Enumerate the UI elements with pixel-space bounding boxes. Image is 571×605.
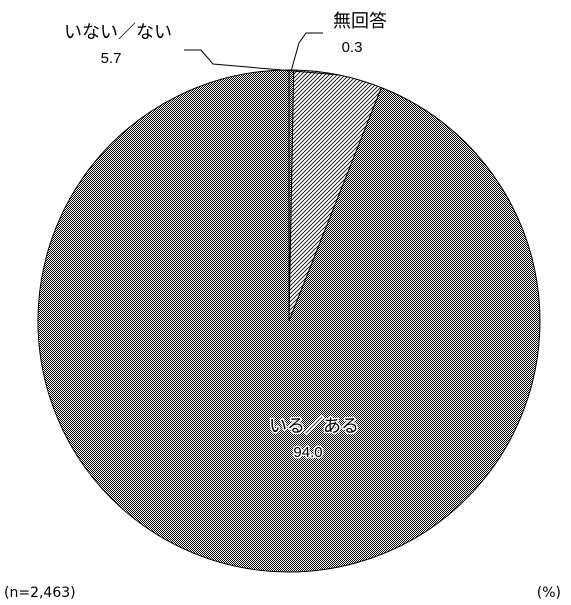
pie-label-category-present: いる／ある	[269, 416, 359, 437]
pie-label-value-no-answer: 0.3	[342, 39, 363, 56]
pie-label-category-no-answer: 無回答	[333, 11, 387, 32]
pie-slices	[37, 69, 541, 573]
pie-label-value-none: 5.7	[101, 50, 122, 67]
pie-labels: 無回答 0.3 いない／ない 5.7 いる／ある 94.0	[64, 11, 387, 463]
sample-size-label: (n=2,463)	[4, 585, 76, 601]
pie-label-value-present: 94.0	[293, 444, 322, 461]
pie-leader-lines	[184, 32, 339, 76]
pie-slice-present	[37, 69, 541, 573]
leader-line-no-answer	[290, 32, 323, 71]
unit-label: (%)	[536, 585, 561, 601]
pie-label-category-none: いない／ない	[64, 22, 172, 43]
leader-line-none	[184, 49, 339, 76]
